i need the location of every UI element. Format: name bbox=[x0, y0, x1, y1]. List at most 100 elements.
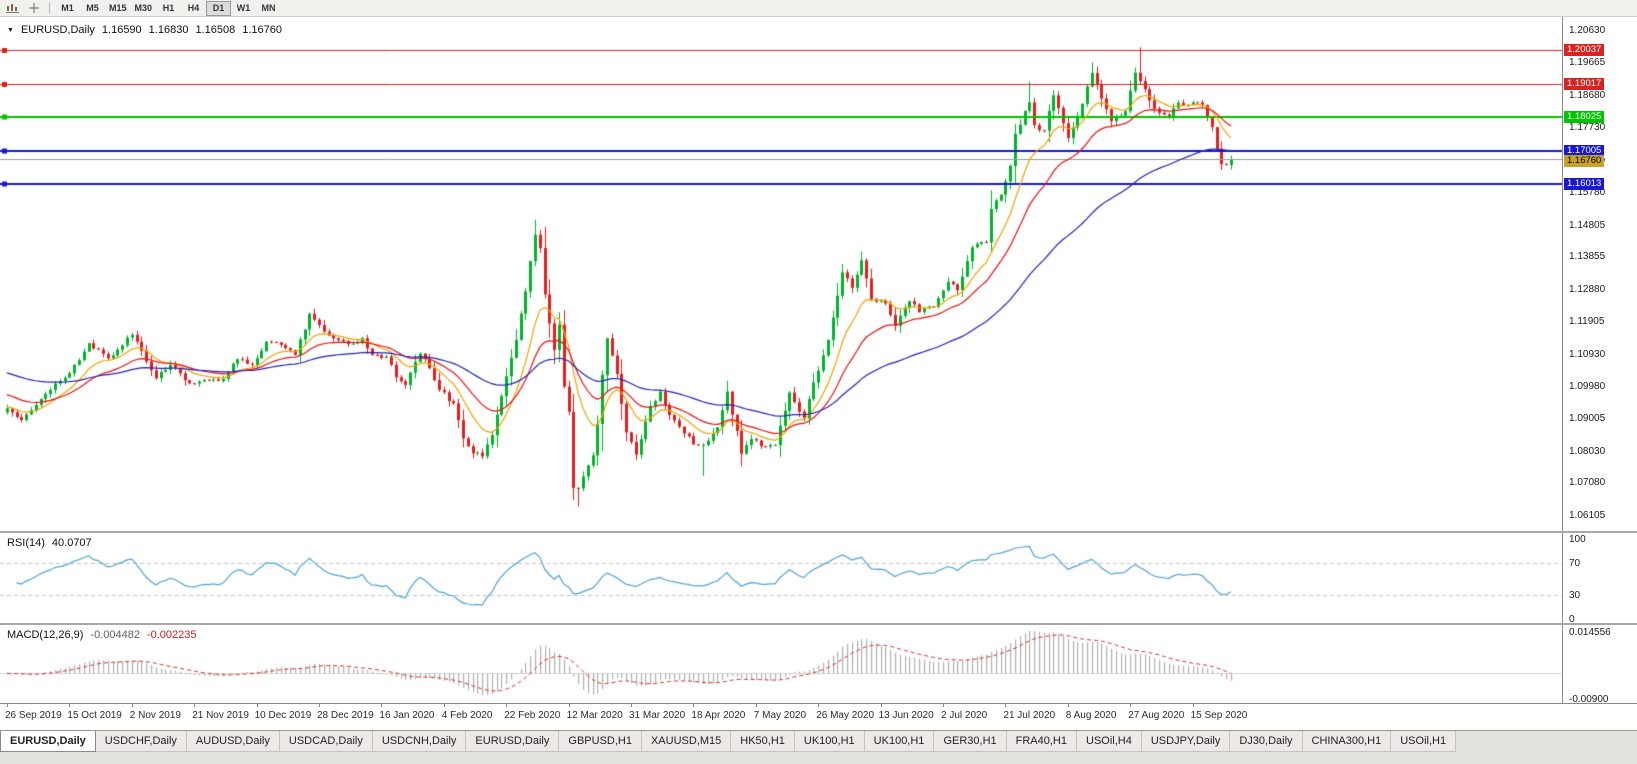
price-axis-tick: 1.17730 bbox=[1569, 121, 1606, 133]
time-axis-label: 18 Apr 2020 bbox=[691, 710, 746, 721]
panel-divider-rsi[interactable] bbox=[0, 531, 1637, 533]
ohlc-open-value: 1.16590 bbox=[101, 24, 142, 36]
time-axis-tickmark bbox=[194, 704, 195, 707]
chart-icon[interactable] bbox=[3, 1, 23, 16]
time-axis-tickmark bbox=[506, 704, 507, 707]
bottom-tab-eurusd-daily[interactable]: EURUSD,Daily bbox=[0, 731, 96, 752]
time-axis-tickmark bbox=[943, 704, 944, 707]
time-axis-label: 2 Nov 2019 bbox=[129, 710, 181, 721]
price-axis-tick: 1.13855 bbox=[1569, 251, 1606, 263]
bottom-tab-hk50-h1[interactable]: HK50,H1 bbox=[731, 731, 795, 752]
bottom-tab-xauusd-m15[interactable]: XAUUSD,M15 bbox=[641, 731, 732, 752]
price-axis-tick: 1.09005 bbox=[1569, 413, 1606, 425]
ohlc-close-value: 1.16760 bbox=[242, 24, 282, 36]
rsi-axis-tick: 0 bbox=[1569, 614, 1575, 625]
macd-name: MACD(12,26,9) bbox=[7, 629, 84, 641]
rsi-indicator-canvas[interactable] bbox=[0, 533, 1562, 623]
macd-axis-tick: -0.00900 bbox=[1569, 694, 1609, 705]
hline-price-label: 1.18025 bbox=[1564, 110, 1605, 123]
crosshair-icon[interactable] bbox=[24, 1, 44, 16]
time-axis-label: 16 Jan 2020 bbox=[379, 710, 435, 721]
time-axis-label: 28 Dec 2019 bbox=[317, 710, 374, 721]
chart-symbol-label: EURUSD,Daily bbox=[20, 24, 95, 36]
price-axis-tick: 1.06105 bbox=[1569, 510, 1606, 521]
time-axis-tickmark bbox=[381, 704, 382, 707]
time-axis-label: 8 Aug 2020 bbox=[1065, 710, 1117, 721]
price-axis-tick: 1.20630 bbox=[1569, 25, 1606, 36]
bottom-tab-usdcnh-daily[interactable]: USDCNH,Daily bbox=[372, 731, 467, 752]
chart-icon-glyph bbox=[6, 4, 19, 13]
macd-axis-tick: 0.014556 bbox=[1569, 627, 1611, 638]
price-axis[interactable]: 1.206301.196651.186801.177301.167551.157… bbox=[1562, 17, 1637, 531]
macd-indicator-canvas[interactable] bbox=[0, 625, 1562, 703]
bottom-tab-ger30-h1[interactable]: GER30,H1 bbox=[934, 731, 1007, 752]
bottom-tab-usoil-h4[interactable]: USOil,H4 bbox=[1077, 731, 1142, 752]
time-axis-label: 27 Aug 2020 bbox=[1128, 710, 1185, 721]
price-axis-tick: 1.08030 bbox=[1569, 445, 1606, 457]
timeframe-button-w1[interactable]: W1 bbox=[231, 1, 256, 16]
time-axis-tickmark bbox=[69, 704, 70, 707]
timeframe-button-d1[interactable]: D1 bbox=[206, 0, 232, 16]
time-axis-label: 26 Sep 2019 bbox=[5, 710, 62, 721]
timeframe-button-m5[interactable]: M5 bbox=[80, 1, 105, 16]
current-price-label: 1.16760 bbox=[1564, 155, 1605, 168]
macd-indicator-label: MACD(12,26,9) -0.004482 -0.002235 bbox=[7, 629, 197, 641]
timeframe-button-h4[interactable]: H4 bbox=[181, 1, 206, 16]
price-axis-tick: 1.07080 bbox=[1569, 477, 1606, 489]
price-chart-canvas[interactable] bbox=[0, 17, 1562, 531]
time-axis-label: 21 Nov 2019 bbox=[192, 710, 249, 721]
macd-signal-value: -0.002235 bbox=[146, 629, 197, 641]
time-axis[interactable]: 26 Sep 2019 15 Oct 2019 2 Nov 2019 21 Nov 2… bbox=[0, 703, 1637, 730]
bottom-tab-fra40-h1[interactable]: FRA40,H1 bbox=[1006, 731, 1077, 752]
hline-price-label: 1.20037 bbox=[1564, 43, 1605, 56]
macd-axis[interactable]: 0.014556 -0.00900 bbox=[1562, 625, 1637, 705]
time-axis-tickmark bbox=[1130, 704, 1131, 707]
time-axis-tickmark bbox=[7, 704, 8, 707]
bottom-tab-dj30-daily[interactable]: DJ30,Daily bbox=[1230, 731, 1303, 752]
timeframe-button-m15[interactable]: M15 bbox=[105, 1, 131, 16]
bottom-tab-usdchf-daily[interactable]: USDCHF,Daily bbox=[95, 731, 187, 752]
hline-price-label: 1.19017 bbox=[1564, 77, 1605, 90]
time-axis-tickmark bbox=[319, 704, 320, 707]
timeframe-button-h1[interactable]: H1 bbox=[156, 1, 181, 16]
toolbar-separator bbox=[49, 2, 50, 14]
ohlc-high-value: 1.16830 bbox=[148, 24, 189, 36]
time-axis-tickmark bbox=[257, 704, 258, 707]
chart-menu-triangle-icon[interactable]: ▼ bbox=[7, 26, 14, 34]
price-axis-tick: 1.10930 bbox=[1569, 348, 1606, 360]
bottom-tabbar: EURUSD,Daily USDCHF,Daily AUDUSD,Daily USDC… bbox=[0, 730, 1637, 764]
price-axis-tick: 1.19665 bbox=[1569, 57, 1606, 69]
bottom-tab-uk100-h1[interactable]: UK100,H1 bbox=[864, 731, 935, 752]
rsi-axis-tick: 70 bbox=[1569, 558, 1581, 569]
time-axis-label: 12 Mar 2020 bbox=[566, 710, 623, 721]
time-axis-tickmark bbox=[818, 704, 819, 707]
rsi-name: RSI(14) bbox=[7, 537, 45, 549]
timeframe-button-m30[interactable]: M30 bbox=[131, 1, 157, 16]
time-axis-label: 15 Oct 2019 bbox=[67, 710, 122, 721]
price-axis-tick: 1.11905 bbox=[1569, 316, 1605, 328]
time-axis-label: 4 Feb 2020 bbox=[441, 710, 493, 721]
time-axis-tickmark bbox=[693, 704, 694, 707]
timeframe-button-m1[interactable]: M1 bbox=[55, 1, 80, 16]
time-axis-label: 21 Jul 2020 bbox=[1003, 710, 1056, 721]
time-axis-label: 10 Dec 2019 bbox=[254, 710, 312, 721]
panel-divider-macd[interactable] bbox=[0, 623, 1637, 625]
bottom-tab-gbpusd-h1[interactable]: GBPUSD,H1 bbox=[559, 731, 642, 752]
time-axis-label: 13 Jun 2020 bbox=[878, 710, 934, 721]
bottom-tab-usdcad-daily[interactable]: USDCAD,Daily bbox=[279, 731, 373, 752]
bottom-tab-uk100-h1[interactable]: UK100,H1 bbox=[794, 731, 865, 752]
time-axis-label: 26 May 2020 bbox=[816, 710, 875, 721]
macd-main-value: -0.004482 bbox=[90, 629, 140, 641]
chart-ohlc-title: ▼ EURUSD,Daily 1.16590 1.16830 1.16508 1… bbox=[7, 24, 282, 36]
timeframe-button-mn[interactable]: MN bbox=[256, 1, 281, 16]
bottom-tab-audusd-daily[interactable]: AUDUSD,Daily bbox=[186, 731, 280, 752]
time-axis-tickmark bbox=[1068, 704, 1069, 707]
rsi-axis[interactable]: 100 70 30 0 bbox=[1562, 533, 1637, 625]
bottom-tab-china300-h1[interactable]: CHINA300,H1 bbox=[1302, 731, 1392, 752]
bottom-tab-usoil-h1[interactable]: USOil,H1 bbox=[1391, 731, 1457, 752]
rsi-axis-tick: 30 bbox=[1569, 590, 1581, 601]
time-axis-tickmark bbox=[1193, 704, 1194, 707]
bottom-tab-eurusd-daily[interactable]: EURUSD,Daily bbox=[466, 731, 560, 752]
time-axis-label: 7 May 2020 bbox=[753, 710, 807, 721]
bottom-tab-usdjpy-daily[interactable]: USDJPY,Daily bbox=[1141, 731, 1231, 752]
